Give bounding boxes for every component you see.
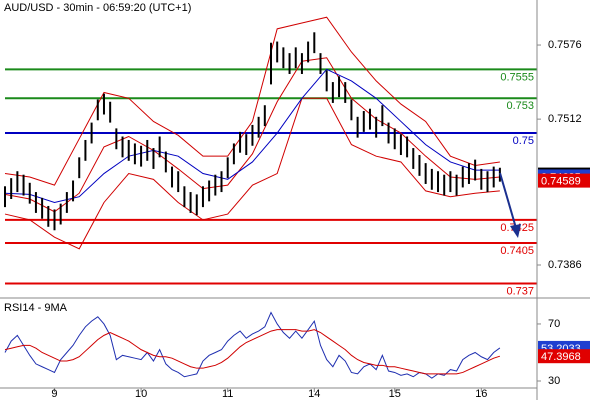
price-box [538, 173, 590, 188]
overlay-line [4, 68, 500, 204]
x-tick-label: 16 [475, 388, 487, 400]
x-tick-label: 10 [135, 388, 147, 400]
chart-title: AUD/USD - 30min - 06:59:20 (UTC+1) [4, 2, 191, 14]
overlay-line [4, 97, 500, 250]
level-label: 0.7555 [500, 71, 534, 83]
x-tick-label: 14 [308, 388, 320, 400]
overlay-line [4, 57, 500, 213]
overlay-line [4, 16, 500, 186]
price-box-label: 0.74589 [541, 176, 581, 188]
x-tick-label: 15 [389, 388, 401, 400]
rsi-line [4, 329, 501, 375]
level-label: 0.753 [506, 100, 534, 112]
arrow-head [510, 224, 521, 238]
y-tick-label: 70 [548, 318, 560, 330]
y-tick-label: 30 [548, 375, 560, 387]
y-tick-label: 0.7386 [548, 259, 582, 271]
rsi-title: RSI14 - 9MA [4, 302, 68, 314]
level-label: 0.7405 [500, 245, 534, 257]
rsi-line [4, 311, 501, 379]
y-tick-label: 0.7512 [548, 113, 582, 125]
price-box-label: 47.3968 [541, 351, 581, 363]
y-tick-label: 0.7576 [548, 39, 582, 51]
x-tick-label: 9 [51, 388, 57, 400]
x-tick-label: 11 [222, 388, 233, 400]
price-box [538, 349, 590, 364]
forecast-arrow [499, 172, 521, 238]
level-label: 0.737 [506, 285, 534, 297]
arrow-shaft [499, 172, 517, 229]
level-label: 0.75 [513, 135, 534, 147]
